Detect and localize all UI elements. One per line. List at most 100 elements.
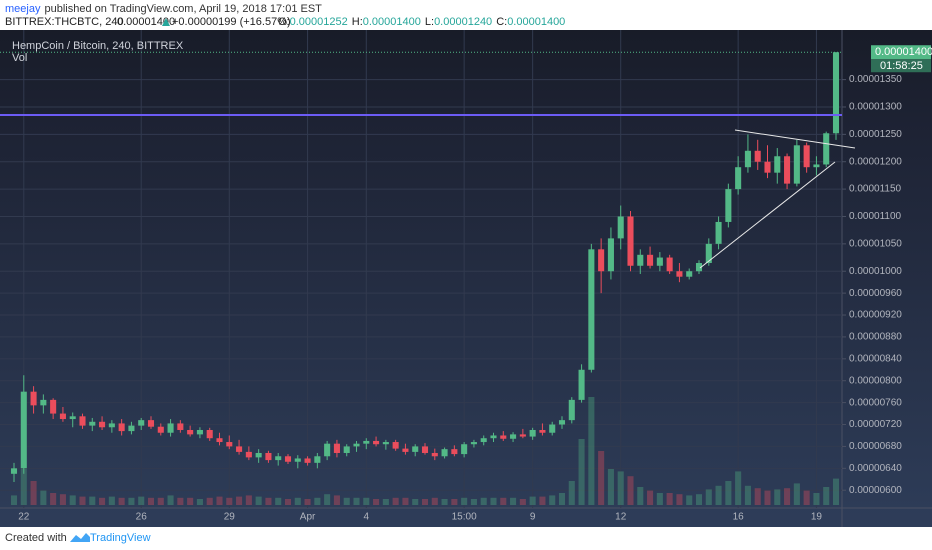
- volume-bar: [353, 497, 360, 505]
- candle-body: [89, 421, 96, 426]
- y-tick-label: 0.00000640: [849, 463, 902, 474]
- candle-body: [343, 446, 350, 453]
- volume-bar: [402, 497, 409, 505]
- candle-body: [676, 271, 683, 277]
- volume-bar: [647, 490, 654, 505]
- user[interactable]: meejay: [5, 3, 41, 15]
- candle-body: [177, 423, 184, 430]
- volume-bar: [412, 499, 419, 505]
- candle-body: [725, 189, 732, 222]
- y-tick-label: 0.00000880: [849, 332, 902, 343]
- candle-body: [392, 442, 399, 449]
- volume-bar: [705, 489, 712, 505]
- trend-line-upper[interactable]: [734, 129, 856, 149]
- x-tick-label: 4: [364, 512, 370, 523]
- ohlc-value: 0.00001400: [363, 16, 421, 28]
- candle-body: [206, 429, 213, 439]
- volume-bar: [519, 499, 526, 505]
- candle-body: [451, 449, 458, 455]
- ohlc-value: 0.00001252: [290, 16, 348, 28]
- tv-logo: [70, 533, 90, 542]
- candle-body: [284, 456, 292, 462]
- volume-bar: [99, 497, 106, 505]
- candle-body: [353, 443, 360, 447]
- candle-body: [627, 216, 634, 266]
- candle-body: [421, 446, 429, 453]
- candle-body: [490, 435, 497, 439]
- ohlc-label: H:: [352, 16, 363, 28]
- candle-body: [167, 423, 174, 433]
- footer-bar: [0, 527, 932, 550]
- volume-bar: [245, 495, 252, 505]
- candle-body: [431, 452, 438, 457]
- volume-bar: [461, 497, 468, 505]
- volume-bar: [108, 496, 115, 505]
- y-tick-label: 0.00000760: [849, 397, 902, 408]
- candle-body: [774, 156, 781, 173]
- volume-bar: [470, 499, 477, 505]
- volume-bar: [558, 493, 566, 505]
- candle-body: [128, 425, 135, 432]
- volume-bar: [147, 497, 155, 505]
- volume-bar: [89, 496, 96, 505]
- candle-body: [226, 442, 233, 447]
- volume-bar: [157, 497, 164, 505]
- candle-body: [754, 150, 761, 162]
- volume-label: Vol: [12, 52, 27, 64]
- volume-bar: [500, 497, 507, 505]
- candle-body: [373, 440, 380, 445]
- x-tick-label: 16: [733, 512, 745, 523]
- candle-body: [500, 435, 507, 439]
- candle-body: [324, 443, 331, 457]
- candle-body: [617, 216, 624, 239]
- candle-body: [793, 145, 800, 184]
- candle-body: [705, 243, 712, 264]
- volume-bar: [255, 496, 262, 505]
- y-tick-label: 0.00001050: [849, 238, 902, 249]
- candle-body: [607, 238, 614, 272]
- published: published on TradingView.com, April 19, …: [44, 3, 322, 15]
- candle-body: [744, 150, 751, 168]
- volume-bar: [735, 471, 742, 505]
- volume-bar: [128, 497, 135, 505]
- volume-bar: [813, 493, 820, 505]
- ohlc-label: L:: [425, 16, 434, 28]
- volume-bar: [764, 490, 771, 505]
- volume-bar: [539, 496, 546, 505]
- volume-bar: [549, 495, 556, 505]
- candle-body: [823, 133, 830, 165]
- volume-bar: [216, 496, 223, 505]
- candle-body: [480, 438, 487, 443]
- candle-body: [637, 254, 644, 266]
- candle-body: [598, 249, 605, 272]
- ohlc-label: O:: [278, 16, 290, 28]
- x-tick-label: 19: [811, 512, 823, 523]
- y-tick-label: 0.00000960: [849, 288, 902, 299]
- volume-bar: [666, 493, 673, 505]
- candle-body: [764, 161, 771, 173]
- volume-bar: [392, 497, 399, 505]
- countdown: 01:58:25: [880, 60, 923, 72]
- volume-bar: [50, 493, 57, 505]
- x-tick-label: 29: [224, 512, 236, 523]
- candle-body: [236, 446, 243, 452]
- candle-body: [735, 167, 742, 190]
- y-tick-label: 0.00001250: [849, 129, 902, 140]
- candle-body: [314, 456, 321, 463]
- last: 0.00001400: [117, 16, 175, 28]
- trend-line-lower[interactable]: [699, 161, 836, 269]
- change: +0.00000199 (+16.57%): [172, 16, 291, 28]
- candle-body: [510, 434, 517, 439]
- x-tick-label: 15:00: [452, 512, 477, 523]
- brand[interactable]: TradingView: [90, 532, 151, 544]
- volume-bar: [451, 499, 458, 505]
- x-tick-label: 12: [615, 512, 627, 523]
- candle-body: [147, 420, 155, 427]
- volume-bar: [69, 495, 76, 505]
- volume-bar: [167, 495, 174, 505]
- candle-body: [50, 399, 57, 414]
- candle-body: [304, 458, 311, 463]
- volume-bar: [617, 471, 624, 505]
- x-tick-label: 26: [136, 512, 148, 523]
- volume-bar: [79, 496, 86, 505]
